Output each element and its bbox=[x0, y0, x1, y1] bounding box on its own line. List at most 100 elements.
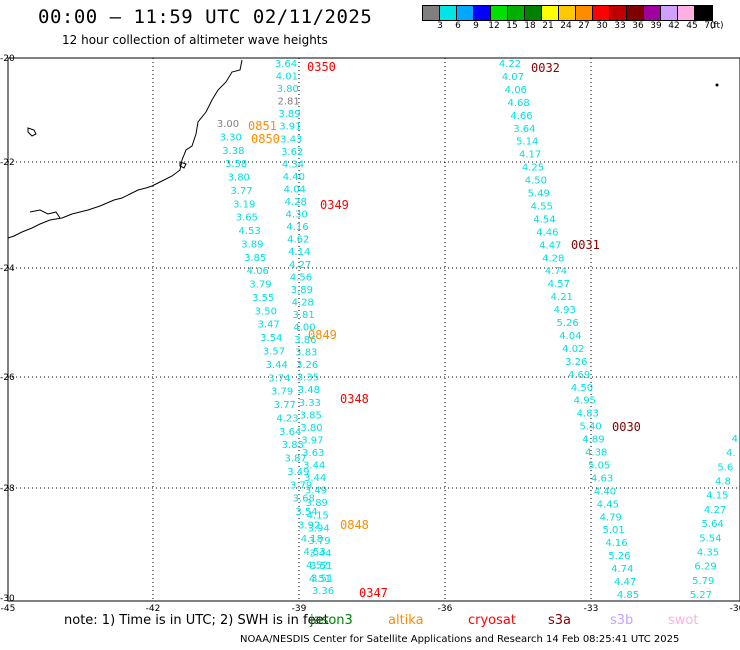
wave-height-value: 5.05 bbox=[588, 461, 610, 472]
pass-time-label: 0349 bbox=[320, 198, 349, 212]
wave-height-value: 5.40 bbox=[579, 422, 601, 433]
wave-height-value: 3.86 bbox=[294, 335, 316, 346]
colorbar-label: 33 bbox=[614, 21, 626, 31]
wave-height-value: 3.80 bbox=[277, 84, 299, 95]
wave-height-value: 4.40 bbox=[283, 172, 305, 183]
axis-ticks: -20-22-24-26-28-30-45-42-39-36-33-30 bbox=[0, 54, 740, 614]
y-tick-label: -20 bbox=[0, 54, 15, 64]
wave-height-value: 4.23 bbox=[276, 413, 298, 424]
wave-height-value: 3.33 bbox=[299, 398, 321, 409]
wave-height-value: 3.44 bbox=[266, 360, 288, 371]
wave-height-value: 3.48 bbox=[298, 385, 320, 396]
wave-height-value: 4.35 bbox=[697, 548, 719, 559]
y-tick-label: -26 bbox=[0, 373, 15, 383]
wave-height-value: 4.27 bbox=[289, 260, 311, 271]
colorbar-swatch bbox=[695, 6, 712, 20]
wave-height-value: 5.79 bbox=[692, 576, 714, 587]
wave-height-value: 3.89 bbox=[306, 498, 328, 509]
colorbar-label: 9 bbox=[473, 21, 479, 31]
wave-height-value: 3.35 bbox=[297, 373, 319, 384]
y-tick-label: -28 bbox=[0, 484, 15, 494]
wave-height-value: 3.80 bbox=[300, 423, 322, 434]
wave-height-value: 3.44 bbox=[309, 548, 331, 559]
island-1 bbox=[27, 127, 37, 137]
wave-height-value: 3.43 bbox=[280, 134, 302, 145]
colorbar-label: 39 bbox=[650, 21, 662, 31]
wave-height-value: 3.58 bbox=[225, 159, 247, 170]
wave-height-value: 4.40 bbox=[594, 486, 616, 497]
wave-height-value: 3.79 bbox=[271, 387, 293, 398]
wave-height-value: 3.64 bbox=[275, 59, 297, 70]
wave-height-value: 4.18 bbox=[301, 534, 323, 545]
wave-height-value: 4.04 bbox=[559, 331, 581, 342]
wave-height-value: 5.64 bbox=[702, 519, 724, 530]
wave-height-value: 4.83 bbox=[577, 409, 599, 420]
pass-time-label: 0350 bbox=[307, 60, 336, 74]
colorbar-swatch bbox=[644, 6, 661, 20]
wave-height-value: 5.49 bbox=[528, 189, 550, 200]
coastline-bay bbox=[29, 209, 61, 219]
wave-height-value: 5.26 bbox=[608, 551, 630, 562]
wave-height-value: 3.44 bbox=[304, 473, 326, 484]
wave-height-value: 3.89 bbox=[278, 109, 300, 120]
wave-height-value: 4.34 bbox=[282, 159, 304, 170]
legend-entry-swot: swot bbox=[668, 613, 699, 628]
wave-height-value: 3.55 bbox=[252, 293, 274, 304]
colorbar-swatch bbox=[525, 6, 542, 20]
wave-height-value: 3.63 bbox=[302, 448, 324, 459]
wave-height-value: 4.89 bbox=[582, 435, 604, 446]
wave-height-value: 4.16 bbox=[286, 222, 308, 233]
colorbar-label: 12 bbox=[488, 21, 500, 31]
pass-time-label: 0850 bbox=[251, 132, 280, 146]
colorbar-swatch bbox=[508, 6, 525, 20]
wave-height-value: 4.85 bbox=[617, 590, 639, 601]
colorbar-swatch bbox=[610, 6, 627, 20]
wave-height-colorbar bbox=[422, 5, 713, 21]
wave-height-value: 4.28 bbox=[542, 253, 564, 264]
legend-entry-s3b: s3b bbox=[610, 613, 634, 628]
colorbar-label: 70 bbox=[704, 21, 716, 31]
wave-height-value: 3.36 bbox=[312, 586, 334, 597]
colorbar-label: 3 bbox=[437, 21, 443, 31]
wave-height-value: 3.57 bbox=[263, 347, 285, 358]
wave-height-value: 4.79 bbox=[600, 512, 622, 523]
wave-height-value: 4.15 bbox=[307, 511, 329, 522]
wave-height-value: 3.97 bbox=[301, 435, 323, 446]
legend-entry-altika: altika bbox=[388, 613, 424, 628]
wave-height-value: 4.66 bbox=[510, 111, 532, 122]
wave-height-value: 3.92 bbox=[298, 521, 320, 532]
wave-height-value: 3.49 bbox=[287, 467, 309, 478]
wave-height-value: 3.00 bbox=[217, 119, 239, 130]
wave-height-value: 3.81 bbox=[292, 310, 314, 321]
wave-height-value: 4.55 bbox=[531, 202, 553, 213]
wave-height-value: 4.28 bbox=[285, 197, 307, 208]
pass-time-label: 0347 bbox=[359, 586, 388, 600]
wave-height-value: 3.51 bbox=[311, 574, 333, 585]
wave-height-value: 4.17 bbox=[519, 150, 541, 161]
wave-height-value: 3.30 bbox=[220, 132, 242, 143]
wave-height-value: 4.21 bbox=[551, 292, 573, 303]
wave-height-value: 3.26 bbox=[565, 357, 587, 368]
wave-height-value: 4.52 bbox=[306, 561, 328, 572]
legend-entry-s3a: s3a bbox=[548, 613, 572, 628]
x-tick-label: -39 bbox=[292, 604, 307, 614]
pass-time-label: 0848 bbox=[340, 518, 369, 532]
colorbar-swatch bbox=[576, 6, 593, 20]
wave-height-value: 3.50 bbox=[255, 306, 277, 317]
wave-height-value: 5.6 bbox=[717, 462, 733, 473]
wave-height-value: 4.14 bbox=[288, 247, 310, 258]
wave-height-value: 3.64 bbox=[513, 124, 535, 135]
wave-height-value: 4 bbox=[732, 434, 738, 445]
colorbar-swatch bbox=[559, 6, 576, 20]
pass-time-label: 0851 bbox=[248, 119, 277, 133]
wave-height-value: 4.69 bbox=[568, 370, 590, 381]
colorbar-label: 21 bbox=[542, 21, 554, 31]
y-tick-label: -22 bbox=[0, 158, 15, 168]
legend-entry-jason3: jason3 bbox=[310, 613, 353, 628]
wave-height-value: 4.8 bbox=[715, 477, 731, 488]
wave-height-value: 4.16 bbox=[605, 538, 627, 549]
colorbar-label: 27 bbox=[578, 21, 590, 31]
wave-height-value: 3.65 bbox=[236, 213, 258, 224]
wave-height-value: 3.77 bbox=[230, 186, 252, 197]
